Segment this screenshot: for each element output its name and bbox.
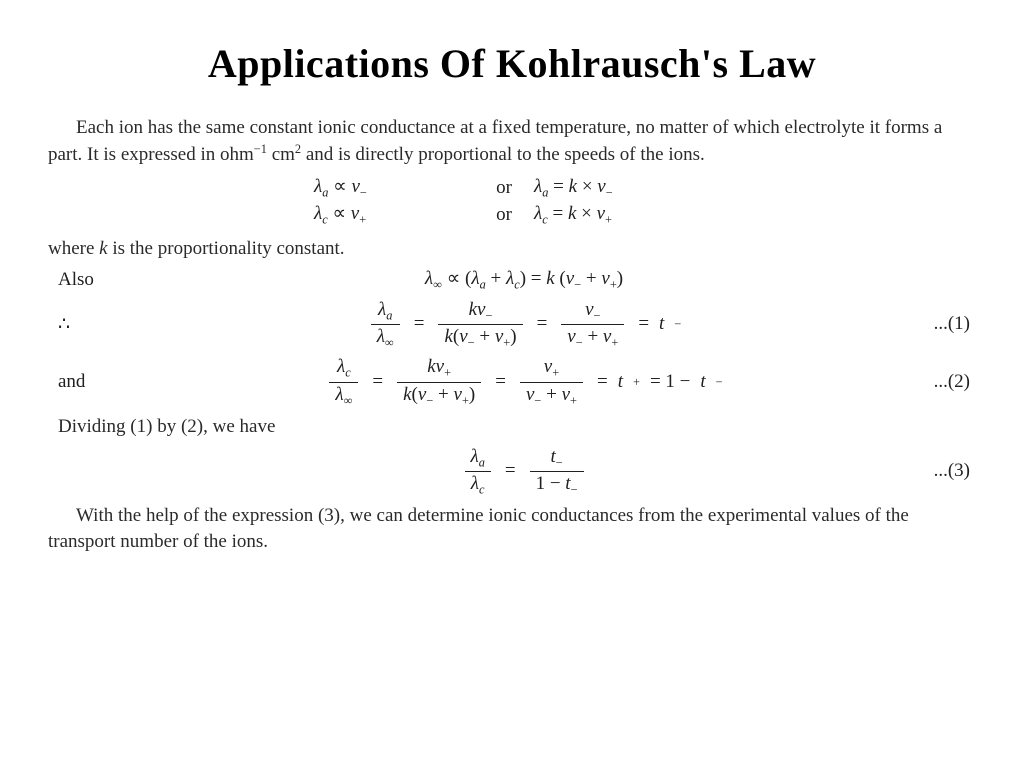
equation-1-body: λa λ∞ = kv− k(v− + v+) = v− v− + v+ = t− bbox=[367, 299, 682, 351]
equation-1: ∴ λa λ∞ = kv− k(v− + v+) = v− v− + v+ = … bbox=[48, 299, 976, 351]
and-label: and bbox=[48, 371, 138, 393]
exp-ohm: −1 bbox=[254, 142, 267, 156]
equation-2-body: λc λ∞ = kv+ k(v− + v+) = v+ v− + v+ = t+… bbox=[325, 356, 722, 408]
equation-also-body: λ∞ ∝ (λa + λc) = k (v− + v+) bbox=[425, 267, 623, 292]
document-page: Applications Of Kohlrausch's Law Each io… bbox=[0, 0, 1024, 600]
eq-right: λc = k × v+ bbox=[534, 203, 734, 227]
equation-row-cation: λc ∝ v+ or λc = k × v+ bbox=[314, 202, 734, 227]
equation-2: and λc λ∞ = kv+ k(v− + v+) = v+ v− + v+ … bbox=[48, 356, 976, 408]
eq-right: λa = k × v− bbox=[534, 176, 734, 200]
eq-left: λc ∝ v+ bbox=[314, 202, 474, 227]
intro-paragraph: Each ion has the same constant ionic con… bbox=[48, 115, 976, 167]
eq-or: or bbox=[474, 177, 534, 199]
equation-also: Also λ∞ ∝ (λa + λc) = k (v− + v+) bbox=[48, 267, 976, 292]
dividing-line: Dividing (1) by (2), we have bbox=[48, 414, 976, 440]
intro-text-2: cm bbox=[267, 143, 295, 164]
eq-left: λa ∝ v− bbox=[314, 175, 474, 200]
where-line: where k is the proportionality constant. bbox=[48, 236, 976, 262]
equation-3-body: λa λc = t− 1 − t− bbox=[460, 446, 587, 498]
equation-3: λa λc = t− 1 − t− ...(3) bbox=[48, 446, 976, 498]
intro-text-3: and is directly proportional to the spee… bbox=[301, 143, 705, 164]
conclusion-paragraph: With the help of the expression (3), we … bbox=[48, 503, 976, 554]
eq-or: or bbox=[474, 204, 534, 226]
eq-number-1: ...(1) bbox=[910, 313, 976, 335]
also-label: Also bbox=[48, 269, 138, 291]
eq-number-2: ...(2) bbox=[910, 371, 976, 393]
equation-row-anion: λa ∝ v− or λa = k × v− bbox=[314, 175, 734, 200]
eq-number-3: ...(3) bbox=[910, 460, 976, 482]
equation-pair-block: λa ∝ v− or λa = k × v− λc ∝ v+ bbox=[48, 173, 976, 230]
therefore-icon: ∴ bbox=[58, 314, 70, 335]
page-title: Applications Of Kohlrausch's Law bbox=[48, 40, 976, 87]
